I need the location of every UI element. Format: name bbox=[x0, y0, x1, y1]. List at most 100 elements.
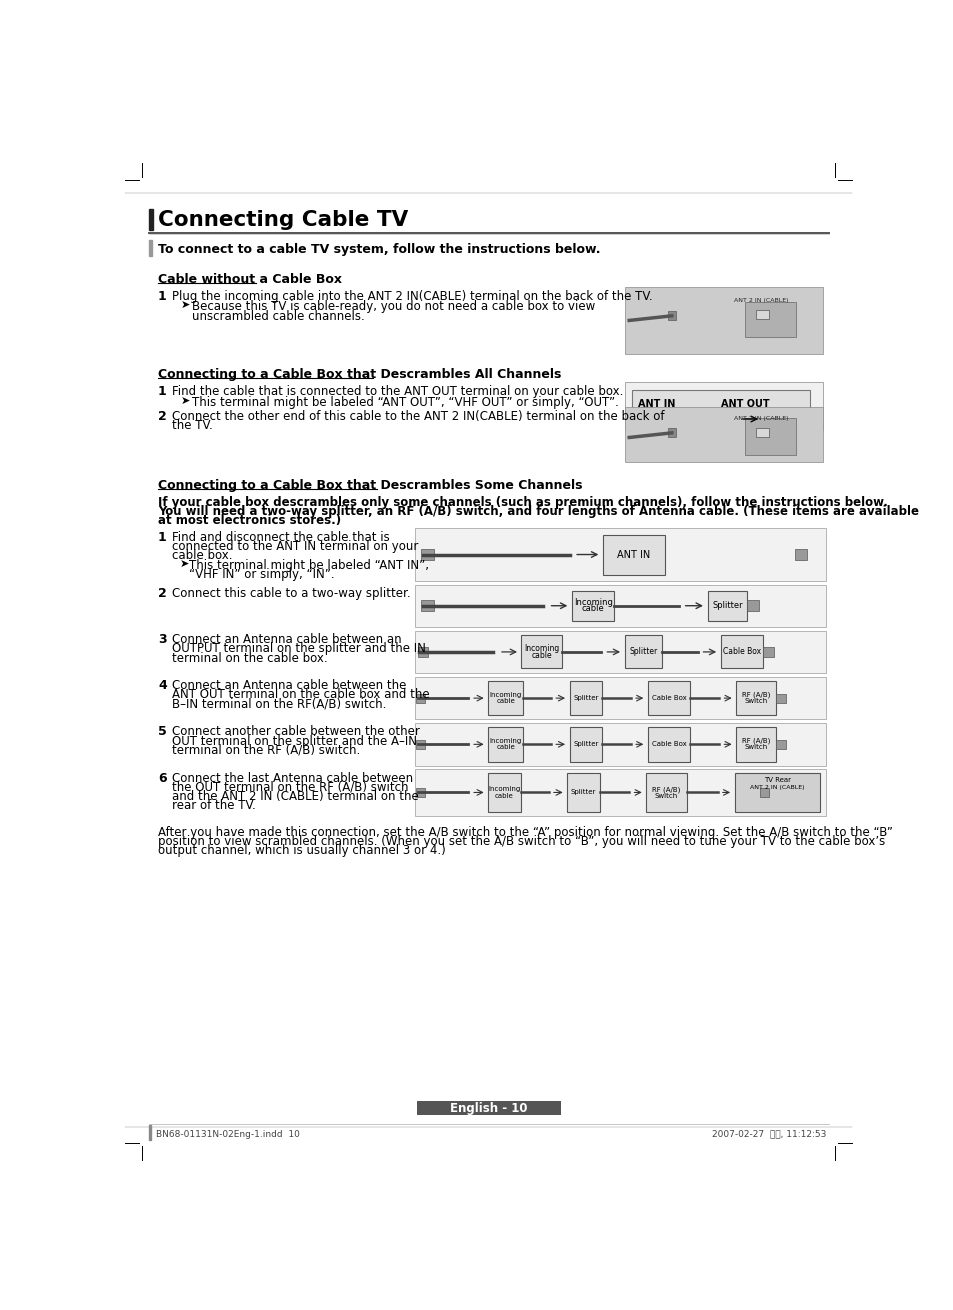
Bar bbox=[415, 584, 825, 627]
Bar bbox=[794, 549, 806, 559]
Bar bbox=[725, 406, 736, 414]
Text: Cable Box: Cable Box bbox=[651, 696, 686, 701]
Bar bbox=[624, 287, 822, 354]
Bar bbox=[624, 406, 822, 462]
Text: 1: 1 bbox=[158, 531, 167, 544]
Text: “VHF IN” or simply, “IN”.: “VHF IN” or simply, “IN”. bbox=[189, 569, 335, 582]
Text: Cable without a Cable Box: Cable without a Cable Box bbox=[158, 272, 341, 286]
Bar bbox=[569, 727, 601, 761]
Text: RF (A/B): RF (A/B) bbox=[652, 786, 679, 793]
Bar bbox=[421, 600, 434, 610]
Text: Incoming: Incoming bbox=[489, 692, 521, 698]
Text: ANT OUT terminal on the cable box and the: ANT OUT terminal on the cable box and th… bbox=[172, 689, 429, 701]
Text: OUTPUT terminal on the splitter and the IN: OUTPUT terminal on the splitter and the … bbox=[172, 642, 425, 655]
Text: output channel, which is usually channel 3 or 4.): output channel, which is usually channel… bbox=[158, 844, 445, 857]
Text: Connect this cable to a two-way splitter.: Connect this cable to a two-way splitter… bbox=[172, 587, 410, 600]
Text: Switch: Switch bbox=[744, 698, 767, 705]
Text: Connect an Antenna cable between the: Connect an Antenna cable between the bbox=[172, 680, 406, 692]
Text: Cable Box: Cable Box bbox=[651, 741, 686, 747]
Text: ANT OUT: ANT OUT bbox=[720, 400, 769, 409]
Text: Splitter: Splitter bbox=[712, 601, 742, 610]
Text: cable: cable bbox=[531, 651, 552, 659]
Text: Cable Box: Cable Box bbox=[722, 647, 760, 656]
Text: and the ANT 2 IN (CABLE) terminal on the: and the ANT 2 IN (CABLE) terminal on the bbox=[172, 790, 418, 803]
Text: cable: cable bbox=[581, 604, 604, 613]
Bar bbox=[746, 600, 759, 610]
Text: Switch: Switch bbox=[744, 744, 767, 751]
Bar bbox=[647, 681, 690, 715]
Text: B–IN terminal on the RF(A/B) switch.: B–IN terminal on the RF(A/B) switch. bbox=[172, 698, 386, 711]
Bar bbox=[415, 528, 825, 580]
Bar bbox=[736, 681, 776, 715]
Text: Connect the last Antenna cable between: Connect the last Antenna cable between bbox=[172, 772, 413, 785]
Bar bbox=[149, 208, 152, 231]
Text: connected to the ANT IN terminal on your: connected to the ANT IN terminal on your bbox=[172, 540, 417, 553]
Text: Splitter: Splitter bbox=[573, 741, 598, 747]
Bar bbox=[640, 406, 651, 414]
Text: 5: 5 bbox=[158, 726, 167, 739]
Bar bbox=[776, 693, 785, 702]
Text: at most electronics stores.): at most electronics stores.) bbox=[158, 515, 341, 528]
Bar bbox=[149, 1125, 151, 1141]
Text: Connect an Antenna cable between an: Connect an Antenna cable between an bbox=[172, 633, 401, 646]
Text: Connecting to a Cable Box that Descrambles All Channels: Connecting to a Cable Box that Descrambl… bbox=[158, 368, 560, 381]
Text: Connect another cable between the other: Connect another cable between the other bbox=[172, 726, 419, 739]
Bar bbox=[567, 773, 599, 812]
Bar bbox=[488, 681, 522, 715]
Text: ➤: ➤ bbox=[181, 396, 191, 406]
Bar bbox=[416, 787, 425, 796]
Text: Connecting Cable TV: Connecting Cable TV bbox=[158, 211, 408, 231]
Bar bbox=[720, 635, 762, 668]
Text: Connect the other end of this cable to the ANT 2 IN(CABLE) terminal on the back : Connect the other end of this cable to t… bbox=[172, 410, 663, 423]
Text: ANT 2 IN (CABLE): ANT 2 IN (CABLE) bbox=[733, 415, 787, 421]
Text: Incoming: Incoming bbox=[488, 786, 520, 793]
Text: 1: 1 bbox=[158, 290, 167, 303]
Text: Incoming: Incoming bbox=[573, 599, 612, 607]
Bar bbox=[667, 428, 675, 438]
Bar bbox=[645, 773, 686, 812]
Text: Splitter: Splitter bbox=[573, 696, 598, 701]
Text: Switch: Switch bbox=[654, 793, 678, 799]
Bar bbox=[416, 740, 425, 749]
Bar bbox=[416, 693, 425, 702]
Text: terminal on the cable box.: terminal on the cable box. bbox=[172, 651, 327, 664]
Text: 2007-02-27  오전, 11:12:53: 2007-02-27 오전, 11:12:53 bbox=[712, 1129, 826, 1138]
Text: Plug the incoming cable into the ANT 2 IN(CABLE) terminal on the back of the TV.: Plug the incoming cable into the ANT 2 I… bbox=[172, 290, 652, 303]
Text: rear of the TV.: rear of the TV. bbox=[172, 799, 255, 812]
Text: 2: 2 bbox=[158, 410, 167, 423]
Bar bbox=[415, 769, 825, 816]
Text: RF (A/B): RF (A/B) bbox=[741, 692, 770, 698]
Bar bbox=[521, 635, 561, 668]
Bar bbox=[631, 390, 809, 419]
Text: This terminal might be labeled “ANT IN”,: This terminal might be labeled “ANT IN”, bbox=[189, 559, 429, 572]
Text: cable box.: cable box. bbox=[172, 549, 233, 562]
Bar bbox=[762, 647, 773, 658]
Text: Find the cable that is connected to the ANT OUT terminal on your cable box.: Find the cable that is connected to the … bbox=[172, 385, 622, 398]
Text: You will need a two-way splitter, an RF (A/B) switch, and four lengths of Antenn: You will need a two-way splitter, an RF … bbox=[158, 506, 918, 519]
Text: Splitter: Splitter bbox=[570, 790, 596, 795]
Text: After you have made this connection, set the A/B switch to the “A” position for : After you have made this connection, set… bbox=[158, 825, 892, 838]
Text: 3: 3 bbox=[158, 633, 167, 646]
Text: RF (A/B): RF (A/B) bbox=[741, 738, 770, 744]
Bar bbox=[755, 428, 769, 438]
Bar bbox=[667, 312, 675, 321]
Bar bbox=[415, 723, 825, 765]
Bar bbox=[624, 635, 661, 668]
Text: TV Rear: TV Rear bbox=[763, 777, 790, 783]
Text: This terminal might be labeled “ANT OUT”, “VHF OUT” or simply, “OUT”.: This terminal might be labeled “ANT OUT”… bbox=[192, 396, 618, 409]
Bar bbox=[736, 727, 776, 761]
Text: 6: 6 bbox=[158, 772, 167, 785]
Bar bbox=[602, 534, 664, 575]
Text: ANT 2 IN (CABLE): ANT 2 IN (CABLE) bbox=[733, 299, 787, 303]
Bar bbox=[707, 591, 746, 621]
Bar bbox=[734, 773, 819, 812]
Bar bbox=[149, 240, 152, 255]
Text: the TV.: the TV. bbox=[172, 419, 213, 432]
Text: terminal on the RF (A/B) switch.: terminal on the RF (A/B) switch. bbox=[172, 744, 360, 757]
Text: Because this TV is cable-ready, you do not need a cable box to view: Because this TV is cable-ready, you do n… bbox=[192, 300, 595, 313]
Bar bbox=[416, 1102, 560, 1115]
Text: cable: cable bbox=[496, 698, 515, 705]
Text: Connecting to a Cable Box that Descrambles Some Channels: Connecting to a Cable Box that Descrambl… bbox=[158, 479, 582, 493]
Text: position to view scrambled channels. (When you set the A/B switch to “B”, you wi: position to view scrambled channels. (Wh… bbox=[158, 834, 884, 848]
Text: 4: 4 bbox=[158, 680, 167, 692]
